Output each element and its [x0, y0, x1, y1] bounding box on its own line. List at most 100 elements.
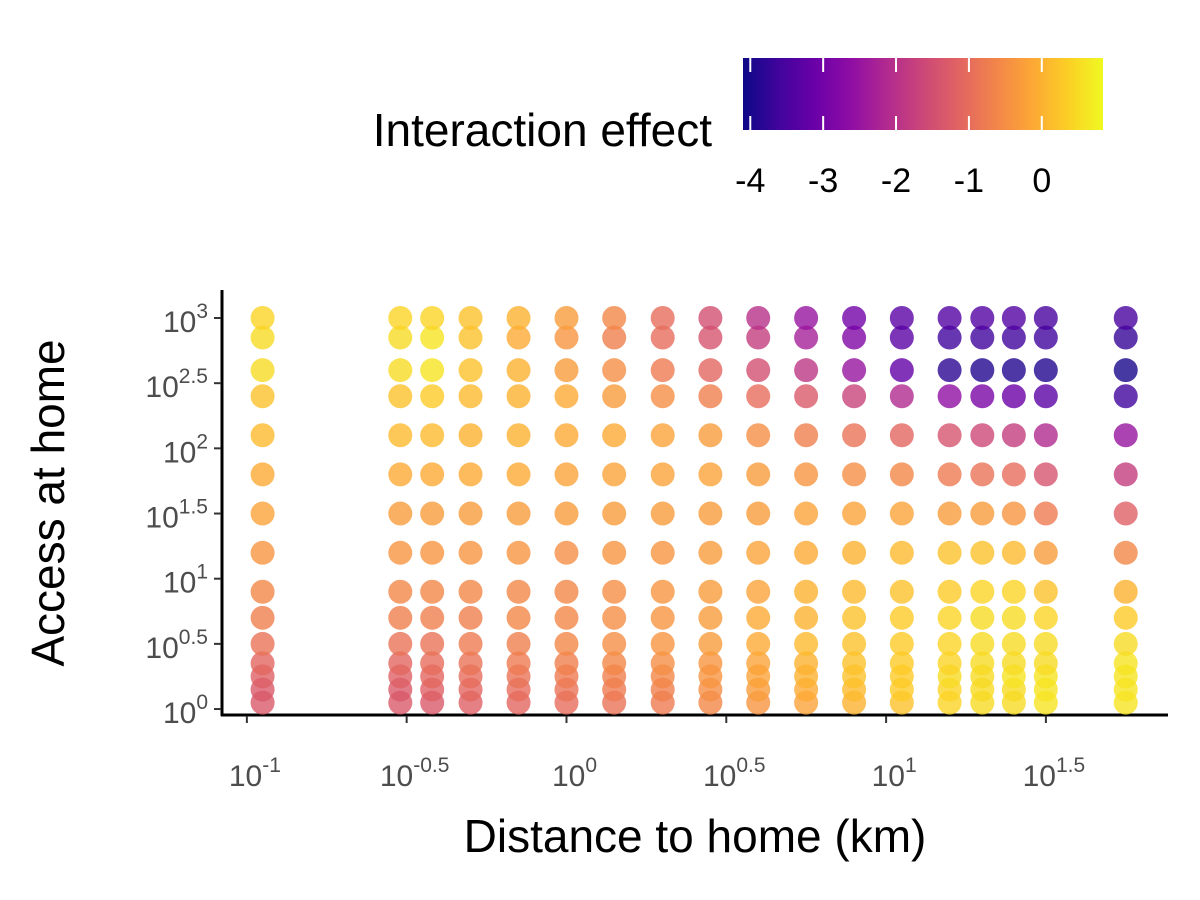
- point: [1113, 605, 1138, 630]
- point: [1001, 501, 1026, 526]
- point: [388, 605, 413, 630]
- point: [746, 501, 771, 526]
- x-tick-label: 10-0.5: [380, 754, 450, 793]
- point: [1113, 631, 1138, 656]
- point: [842, 423, 867, 448]
- point: [970, 651, 995, 676]
- point: [842, 605, 867, 630]
- point: [698, 325, 723, 350]
- point: [506, 423, 531, 448]
- x-tick-label: 101.5: [1023, 754, 1086, 793]
- point: [420, 579, 445, 604]
- y-tick-label: 102.5: [145, 365, 208, 404]
- point: [842, 651, 867, 676]
- point: [458, 384, 483, 409]
- point: [250, 540, 275, 565]
- point: [1113, 540, 1138, 565]
- point: [250, 306, 275, 331]
- point: [650, 423, 675, 448]
- point: [1001, 579, 1026, 604]
- tick-exponent: 0.5: [736, 754, 765, 777]
- point: [388, 384, 413, 409]
- point: [388, 325, 413, 350]
- point: [889, 540, 914, 565]
- point: [458, 306, 483, 331]
- point: [388, 579, 413, 604]
- point: [650, 579, 675, 604]
- point: [794, 501, 819, 526]
- point: [698, 501, 723, 526]
- point: [842, 540, 867, 565]
- point: [937, 358, 962, 383]
- point: [970, 325, 995, 350]
- tick-exponent: 3: [196, 300, 208, 323]
- point: [420, 605, 445, 630]
- point: [506, 540, 531, 565]
- point: [889, 325, 914, 350]
- point: [650, 306, 675, 331]
- point: [388, 423, 413, 448]
- point: [1033, 384, 1058, 409]
- colorbar-tick-label: -1: [954, 162, 984, 200]
- point: [889, 358, 914, 383]
- colorbar-tick-label: -3: [808, 162, 838, 200]
- point: [458, 462, 483, 487]
- point: [458, 358, 483, 383]
- tick-base: 10: [163, 306, 196, 339]
- point: [842, 579, 867, 604]
- tick-exponent: 0.5: [179, 625, 208, 648]
- point: [602, 384, 627, 409]
- point: [794, 540, 819, 565]
- point: [970, 501, 995, 526]
- point: [388, 631, 413, 656]
- point: [602, 605, 627, 630]
- point: [650, 540, 675, 565]
- point: [506, 325, 531, 350]
- tick-base: 10: [145, 501, 178, 534]
- tick-exponent: 1: [905, 754, 917, 777]
- point: [1001, 423, 1026, 448]
- point: [420, 306, 445, 331]
- colorbar-tick-label: -2: [881, 162, 911, 200]
- point: [970, 631, 995, 656]
- point: [1033, 540, 1058, 565]
- point: [970, 605, 995, 630]
- point: [420, 325, 445, 350]
- point: [650, 651, 675, 676]
- point: [889, 306, 914, 331]
- point: [250, 358, 275, 383]
- point: [1033, 423, 1058, 448]
- point: [746, 462, 771, 487]
- point: [970, 358, 995, 383]
- point: [794, 384, 819, 409]
- point: [970, 384, 995, 409]
- point: [889, 423, 914, 448]
- point: [698, 306, 723, 331]
- point: [1001, 306, 1026, 331]
- point: [889, 605, 914, 630]
- point: [1113, 651, 1138, 676]
- point: [554, 358, 579, 383]
- y-tick-label: 100.5: [145, 625, 208, 664]
- point: [698, 358, 723, 383]
- point: [458, 651, 483, 676]
- point: [842, 306, 867, 331]
- point: [650, 358, 675, 383]
- point: [388, 306, 413, 331]
- point: [388, 358, 413, 383]
- colorbar-tick-label: -4: [735, 162, 765, 200]
- tick-exponent: 1.5: [179, 495, 208, 518]
- tick-base: 10: [163, 436, 196, 469]
- point: [842, 631, 867, 656]
- point: [1001, 358, 1026, 383]
- point: [1001, 462, 1026, 487]
- point: [889, 501, 914, 526]
- point: [554, 325, 579, 350]
- point: [1001, 651, 1026, 676]
- point: [842, 325, 867, 350]
- y-tick-label: 103: [163, 300, 208, 339]
- tick-base: 10: [145, 632, 178, 665]
- point: [506, 384, 531, 409]
- colorbar: [743, 58, 1103, 130]
